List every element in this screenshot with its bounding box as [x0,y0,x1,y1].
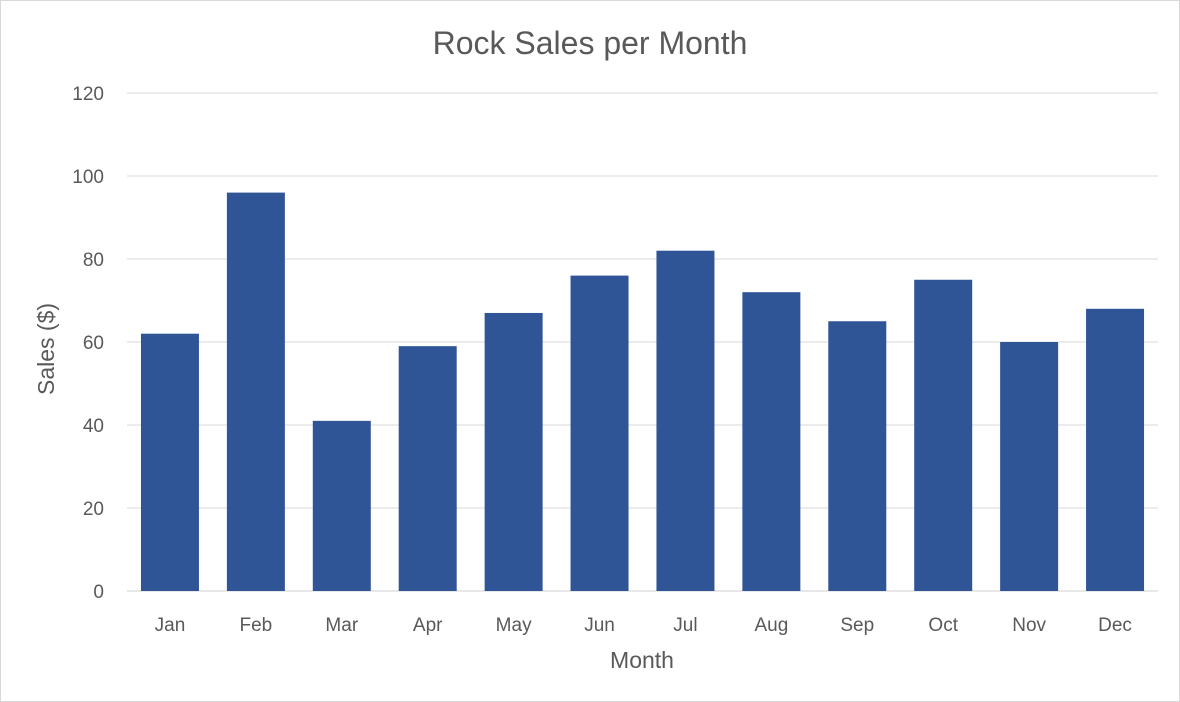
x-axis-ticks: Jan Feb Mar Apr May Jun Jul Aug Sep Oct Nov Dec [155,615,1132,636]
x-tick-label: Jul [673,615,697,636]
x-tick-label: Oct [928,615,958,636]
y-tick-label: 100 [72,167,104,188]
x-tick-label: May [496,615,532,636]
bar-nov [1000,342,1059,591]
bar-dec [1086,308,1145,591]
bar-may [484,312,543,591]
chart-title: Rock Sales per Month [433,25,748,61]
bar-jan [140,333,199,591]
bar-jun [570,275,629,591]
y-axis-title: Sales ($) [33,303,59,395]
x-tick-label: Mar [325,615,358,636]
x-axis-title: Month [610,647,674,673]
bar-mar [312,420,371,591]
x-tick-label: Apr [413,615,443,636]
y-tick-label: 120 [72,84,104,105]
bar-jul [656,250,715,591]
bar-sep [828,321,887,591]
x-tick-label: Jan [155,615,186,636]
gridlines [127,92,1158,592]
y-tick-label: 0 [93,582,104,603]
y-axis-ticks: 0 20 40 60 80 100 120 [72,84,104,603]
x-tick-label: Feb [240,615,273,636]
bar-apr [398,346,457,591]
x-tick-label: Nov [1012,615,1046,636]
x-tick-label: Aug [754,615,788,636]
bar-oct [914,279,973,591]
bars [140,192,1145,591]
y-tick-label: 20 [83,499,104,520]
bar-feb [226,192,285,591]
y-tick-label: 40 [83,416,104,437]
y-tick-label: 60 [83,333,104,354]
y-tick-label: 80 [83,250,104,271]
bar-aug [742,292,801,591]
x-tick-label: Dec [1098,615,1132,636]
x-tick-label: Sep [840,615,874,636]
x-tick-label: Jun [584,615,615,636]
